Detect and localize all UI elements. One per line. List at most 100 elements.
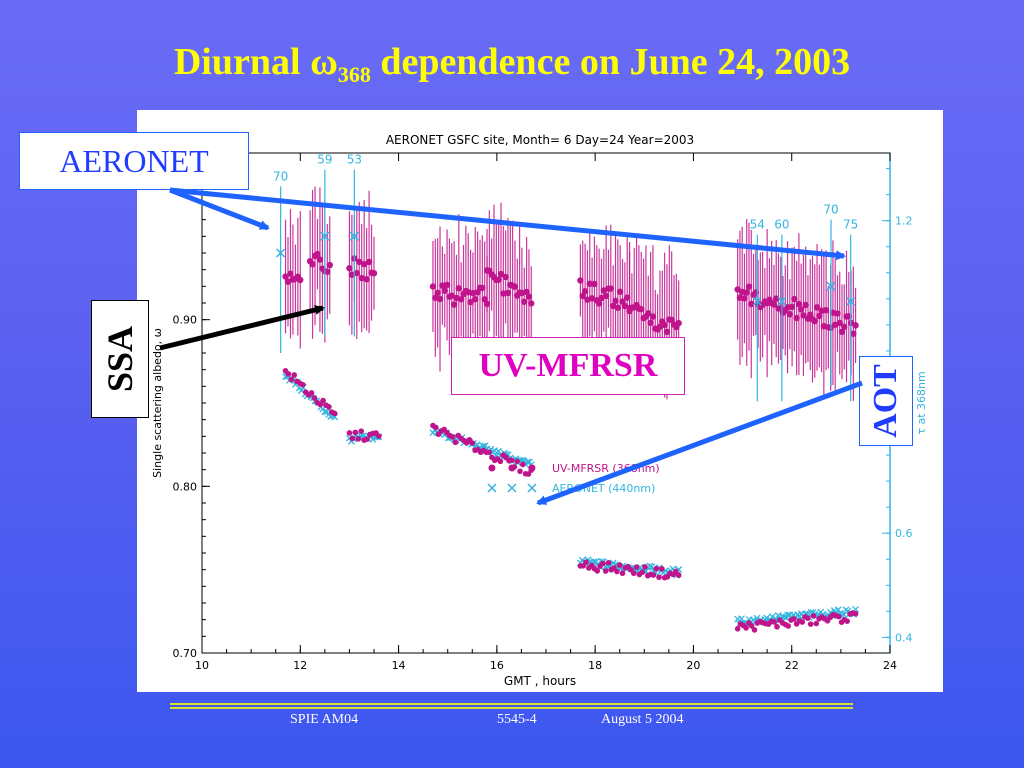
ssa-uvmfrsr-point bbox=[282, 273, 289, 280]
ssa-uvmfrsr-point bbox=[429, 283, 437, 290]
ssa-uvmfrsr-point bbox=[591, 280, 598, 288]
aot-uvmfrsr-point bbox=[349, 435, 356, 442]
ssa-uvmfrsr-point bbox=[287, 270, 294, 277]
ssa-uvmfrsr-point bbox=[612, 297, 619, 305]
ssa-uvmfrsr-point bbox=[595, 300, 603, 307]
footer-rule-bottom bbox=[170, 707, 853, 709]
aot-uvmfrsr-point bbox=[288, 376, 295, 383]
aot-uvmfrsr-point bbox=[486, 449, 492, 455]
ssa-aeronet-point bbox=[826, 281, 836, 291]
ssa-uvmfrsr-point bbox=[624, 294, 631, 301]
y-tick-label: 0.80 bbox=[173, 480, 198, 493]
ssa-uvmfrsr-point bbox=[528, 300, 535, 307]
ssa-uvmfrsr-point bbox=[663, 328, 671, 336]
aot-uvmfrsr-point bbox=[376, 433, 382, 439]
ssa-uvmfrsr-point bbox=[743, 289, 750, 296]
ssa-uvmfrsr-point bbox=[616, 288, 624, 295]
ssa-uvmfrsr-point bbox=[586, 280, 593, 287]
ssa-aeronet-point-label: 70 bbox=[273, 169, 288, 183]
ssa-uvmfrsr-point bbox=[356, 258, 363, 266]
ssa-uvmfrsr-point bbox=[649, 313, 657, 320]
y-tick-label: 0.90 bbox=[173, 314, 198, 327]
ssa-uvmfrsr-point bbox=[813, 304, 821, 311]
ssa-uvmfrsr-point bbox=[579, 292, 586, 300]
aot-uvmfrsr-point bbox=[659, 565, 665, 572]
ssa-uvmfrsr-point bbox=[675, 319, 682, 327]
ssa-uvmfrsr-point bbox=[326, 261, 333, 269]
ssa-uvmfrsr-point bbox=[457, 296, 465, 303]
aot-uvmfrsr-point bbox=[734, 626, 741, 632]
ssa-aeronet-point-label: 70 bbox=[823, 203, 838, 217]
ssa-uvmfrsr-point bbox=[834, 310, 841, 317]
ssa-uvmfrsr-point bbox=[614, 304, 622, 311]
footer-event: SPIE AM04 bbox=[290, 712, 359, 727]
ssa-uvmfrsr-point bbox=[479, 284, 486, 292]
ssa-uvmfrsr-point bbox=[741, 295, 748, 302]
aot-uvmfrsr-point bbox=[791, 616, 797, 622]
x-tick-label: 20 bbox=[686, 659, 700, 672]
y2-tick-label: 0.4 bbox=[895, 631, 913, 644]
title-suffix: dependence on June 24, 2003 bbox=[370, 41, 851, 83]
aot-uvmfrsr-point bbox=[497, 458, 504, 465]
legend-aeronet-marker bbox=[487, 483, 497, 493]
aot-uvmfrsr-point bbox=[355, 436, 362, 442]
x-tick-label: 16 bbox=[490, 659, 504, 672]
aot-uvmfrsr-point bbox=[331, 410, 338, 417]
ssa-uvmfrsr-point bbox=[773, 295, 780, 302]
chart-svg: AERONET GSFC site, Month= 6 Day=24 Year=… bbox=[151, 133, 928, 688]
ssa-uvmfrsr-point bbox=[450, 301, 458, 308]
ssa-uvmfrsr-point bbox=[465, 289, 472, 296]
ssa-uvmfrsr-point bbox=[645, 310, 652, 317]
aot-uvmfrsr-point bbox=[469, 440, 476, 446]
x-tick-label: 10 bbox=[195, 659, 209, 672]
aot-uvmfrsr-point bbox=[805, 615, 811, 621]
x-tick-label: 18 bbox=[588, 659, 602, 672]
ssa-uvmfrsr-point bbox=[770, 301, 778, 308]
ssa-uvmfrsr-point bbox=[788, 303, 796, 311]
ssa-uvmfrsr-point bbox=[467, 298, 474, 306]
title-subscript: 368 bbox=[337, 62, 371, 87]
aot-uvmfrsr-point bbox=[630, 570, 637, 577]
ssa-uvmfrsr-point bbox=[365, 258, 373, 266]
aot-uvmfrsr-point bbox=[774, 623, 780, 630]
aot-uvmfrsr-point bbox=[520, 461, 526, 468]
ssa-uvmfrsr-point bbox=[602, 292, 610, 300]
ssa-uvmfrsr-point bbox=[363, 276, 370, 283]
x-tick-label: 14 bbox=[392, 659, 406, 672]
aot-uvmfrsr-point bbox=[352, 429, 359, 436]
legend-uvmfrsr-label: UV-MFRSR (368nm) bbox=[552, 462, 660, 475]
aot-uvmfrsr-point bbox=[594, 568, 601, 574]
aot-uvmfrsr-point bbox=[600, 560, 606, 567]
ssa-uvmfrsr-point bbox=[521, 298, 528, 305]
x-tick-label: 24 bbox=[883, 659, 897, 672]
callout-aot: AOT bbox=[859, 356, 913, 446]
ssa-uvmfrsr-point bbox=[309, 261, 316, 268]
ssa-uvmfrsr-point bbox=[502, 273, 509, 281]
aot-uvmfrsr-point bbox=[771, 619, 777, 625]
ssa-aeronet-point-label: 59 bbox=[317, 153, 332, 167]
x-axis-label: GMT , hours bbox=[504, 674, 576, 688]
y2-tick-label: 1.2 bbox=[895, 215, 913, 228]
ssa-uvmfrsr-point bbox=[525, 293, 533, 300]
ssa-uvmfrsr-point bbox=[638, 306, 645, 313]
ssa-aeronet-point-label: 60 bbox=[774, 218, 789, 232]
aot-uvmfrsr-point bbox=[810, 613, 817, 619]
aot-uvmfrsr-point bbox=[308, 390, 315, 396]
aot-uvmfrsr-point bbox=[449, 434, 456, 440]
aot-aeronet-point bbox=[763, 614, 771, 622]
aot-uvmfrsr-point bbox=[452, 439, 459, 446]
aot-uvmfrsr-point bbox=[364, 436, 370, 442]
ssa-uvmfrsr-point bbox=[607, 285, 615, 292]
ssa-aeronet-point-label: 75 bbox=[843, 218, 858, 232]
aot-uvmfrsr-point bbox=[748, 623, 755, 629]
axis-ticks: 10 12 14 16 18 20 22 24 0.70 0.80 0.90 0.4 0.6 1.2 bbox=[173, 152, 913, 672]
ssa-uvmfrsr-point bbox=[841, 323, 848, 331]
footer-date: August 5 2004 bbox=[601, 712, 684, 727]
ssa-uvmfrsr-point bbox=[795, 300, 803, 308]
ssa-uvmfrsr-point bbox=[797, 306, 805, 313]
ssa-uvmfrsr-point bbox=[436, 295, 444, 303]
aot-uvmfrsr-point bbox=[605, 559, 612, 566]
ssa-uvmfrsr-point bbox=[784, 303, 791, 311]
ssa-uvmfrsr-point bbox=[511, 283, 519, 290]
ssa-uvmfrsr-point bbox=[504, 289, 512, 297]
